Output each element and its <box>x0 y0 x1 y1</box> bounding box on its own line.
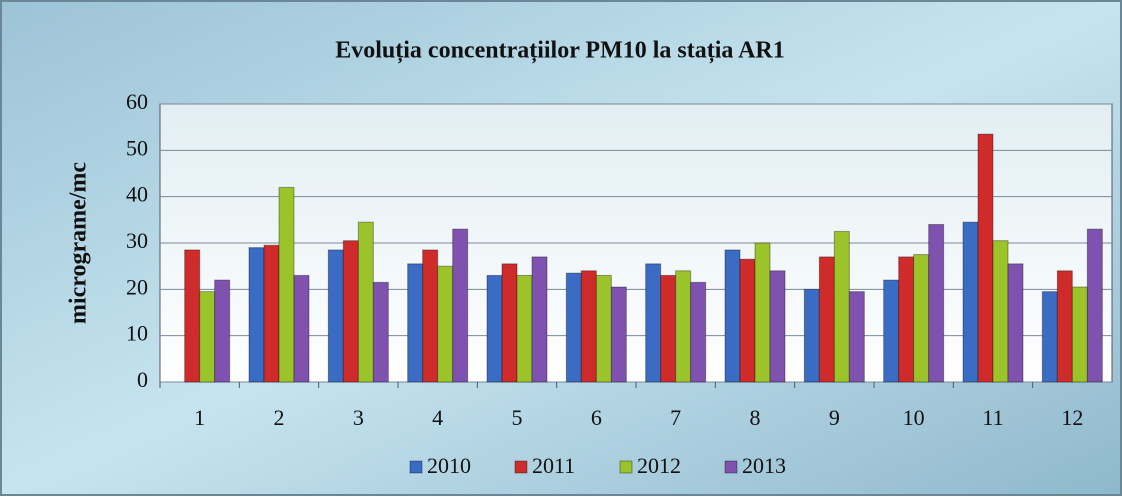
legend-swatch <box>619 460 633 474</box>
bar <box>184 249 201 383</box>
y-tick-label: 20 <box>126 274 148 299</box>
x-tick-label: 10 <box>903 405 925 430</box>
bar <box>928 223 945 383</box>
bar <box>883 279 900 383</box>
legend-label: 2012 <box>637 453 681 478</box>
x-tick-label: 2 <box>274 405 285 430</box>
bar <box>754 242 771 383</box>
bar <box>595 274 612 383</box>
y-tick-label: 0 <box>137 367 148 392</box>
bar <box>199 291 216 383</box>
bar <box>278 186 295 383</box>
bar <box>422 249 439 383</box>
bar <box>724 249 741 383</box>
bar <box>327 249 344 383</box>
bar <box>833 230 850 383</box>
bar <box>452 228 469 383</box>
bar <box>610 286 627 383</box>
legend-label: 2010 <box>427 453 471 478</box>
x-tick-label: 7 <box>670 405 681 430</box>
bar <box>992 240 1009 383</box>
bar <box>372 281 389 383</box>
y-tick-label: 50 <box>126 135 148 160</box>
bar <box>898 256 915 383</box>
x-tick-label: 5 <box>512 405 523 430</box>
bar <box>1041 291 1058 383</box>
bar <box>342 240 359 383</box>
x-tick-label: 3 <box>353 405 364 430</box>
legend-swatch <box>514 460 528 474</box>
x-tick-label: 4 <box>432 405 443 430</box>
bar <box>1007 263 1024 383</box>
legend-swatch <box>724 460 738 474</box>
y-tick-label: 30 <box>126 228 148 253</box>
x-tick-label: 8 <box>750 405 761 430</box>
bar <box>486 274 503 383</box>
bar <box>214 279 231 383</box>
bar <box>645 263 662 383</box>
x-tick-label: 11 <box>982 405 1003 430</box>
y-axis-label: micrograme/mc <box>66 162 92 324</box>
y-tick-label: 60 <box>126 89 148 114</box>
x-tick-label: 1 <box>194 405 205 430</box>
bar <box>1071 286 1088 383</box>
x-tick-label: 9 <box>829 405 840 430</box>
bar <box>739 258 756 383</box>
bar <box>531 256 548 383</box>
bar <box>690 281 707 383</box>
bar <box>977 133 994 383</box>
bar <box>501 263 518 383</box>
bar <box>437 265 454 383</box>
bar <box>357 221 374 383</box>
bar <box>580 270 597 383</box>
bar <box>293 274 310 383</box>
y-tick-label: 10 <box>126 321 148 346</box>
bar <box>660 274 677 383</box>
y-tick-label: 40 <box>126 182 148 207</box>
bar <box>818 256 835 383</box>
legend-label: 2011 <box>532 453 575 478</box>
bar <box>675 270 692 383</box>
bar <box>1056 270 1073 383</box>
bar <box>1086 228 1103 383</box>
bar <box>848 291 865 383</box>
x-tick-label: 12 <box>1061 405 1083 430</box>
bar <box>263 244 280 383</box>
chart-title: Evoluția concentrațiilor PM10 la stația … <box>335 38 785 64</box>
bar <box>913 254 930 383</box>
bar <box>248 247 265 383</box>
bar <box>407 263 424 383</box>
bar <box>962 221 979 383</box>
bar <box>803 288 820 383</box>
legend-label: 2013 <box>742 453 786 478</box>
bar <box>769 270 786 383</box>
bar <box>516 274 533 383</box>
legend-swatch <box>409 460 423 474</box>
bar <box>565 272 582 383</box>
x-tick-label: 6 <box>591 405 602 430</box>
